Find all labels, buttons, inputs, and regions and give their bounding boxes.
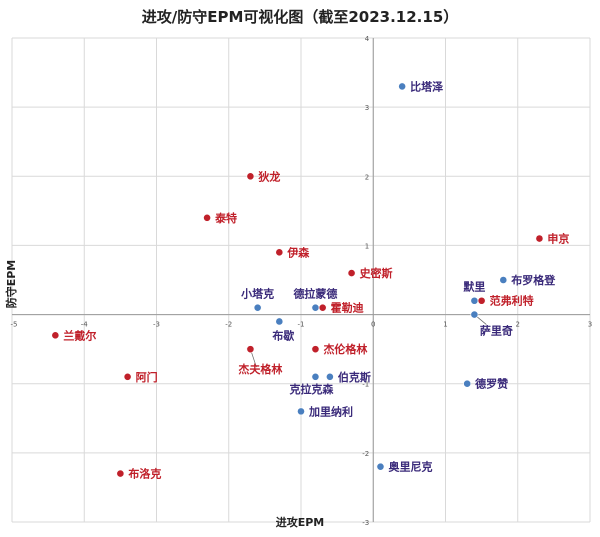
point-label: 布洛克 [128, 467, 161, 481]
data-point [463, 379, 472, 388]
data-point [470, 310, 479, 319]
data-point [311, 345, 320, 354]
point-label: 兰戴尔 [63, 328, 96, 342]
data-point [347, 269, 356, 277]
point-label: 德罗赞 [474, 377, 508, 391]
x-tick-label: -4 [81, 321, 89, 329]
data-point [246, 172, 255, 181]
data-point [297, 407, 305, 416]
x-tick-label: 0 [371, 321, 375, 329]
point-label: 默里 [463, 280, 485, 294]
point-label: 杰伦格林 [323, 342, 367, 356]
x-tick-label: -3 [153, 321, 160, 329]
data-point [325, 372, 334, 381]
point-label: 萨里奇 [480, 324, 513, 338]
point-label: 申京 [547, 232, 569, 246]
point-label: 伊森 [286, 245, 310, 259]
data-point [253, 303, 262, 312]
point-label: 德拉蒙德 [292, 287, 337, 301]
x-tick-label: 3 [588, 321, 592, 329]
point-label: 霍勒迪 [331, 301, 364, 315]
data-point [275, 317, 284, 326]
data-point [318, 303, 327, 312]
point-label: 杰夫格林 [238, 362, 282, 376]
point-label: 泰特 [214, 211, 237, 225]
point-label: 范弗利特 [490, 294, 534, 308]
data-point [246, 345, 255, 354]
y-tick-label: -2 [362, 450, 369, 458]
point-label: 阿门 [136, 370, 158, 384]
x-tick-label: -2 [225, 321, 232, 329]
x-tick-label: -1 [298, 321, 305, 329]
point-label: 加里纳利 [308, 404, 353, 418]
x-axis-title: 进攻EPM [275, 516, 325, 529]
point-label: 奥里尼克 [387, 460, 432, 474]
point-label: 小塔克 [240, 287, 274, 301]
data-point [376, 462, 385, 471]
data-point [499, 276, 508, 284]
point-label: 布罗格登 [511, 273, 556, 287]
data-point [203, 213, 211, 222]
y-tick-label: -3 [362, 519, 369, 527]
data-point [116, 469, 125, 478]
y-tick-label: 3 [365, 104, 369, 112]
data-point [275, 248, 284, 257]
data-point [470, 296, 479, 305]
point-label: 狄龙 [257, 169, 280, 183]
x-tick-label: -5 [11, 321, 18, 329]
point-label: 伯克斯 [338, 370, 371, 384]
data-point [398, 82, 407, 91]
data-point [311, 372, 320, 381]
data-point [477, 296, 486, 305]
data-point [535, 234, 544, 243]
point-label: 比塔泽 [410, 79, 443, 93]
y-tick-label: 4 [365, 35, 370, 43]
data-point [123, 372, 132, 381]
y-axis-title: 防守EPM [5, 259, 18, 309]
data-point [311, 303, 320, 312]
point-label: 克拉克森 [289, 382, 334, 396]
x-tick-label: 2 [516, 321, 520, 329]
y-tick-label: -1 [362, 381, 369, 389]
y-tick-label: 2 [365, 173, 369, 181]
point-label: 史密斯 [360, 266, 393, 280]
point-label: 布歇 [272, 328, 294, 342]
data-point [51, 331, 60, 340]
x-tick-label: 1 [443, 321, 447, 329]
y-tick-label: 1 [365, 242, 369, 250]
chart-title: 进攻/防守EPM可视化图（截至2023.12.15） [141, 8, 459, 26]
